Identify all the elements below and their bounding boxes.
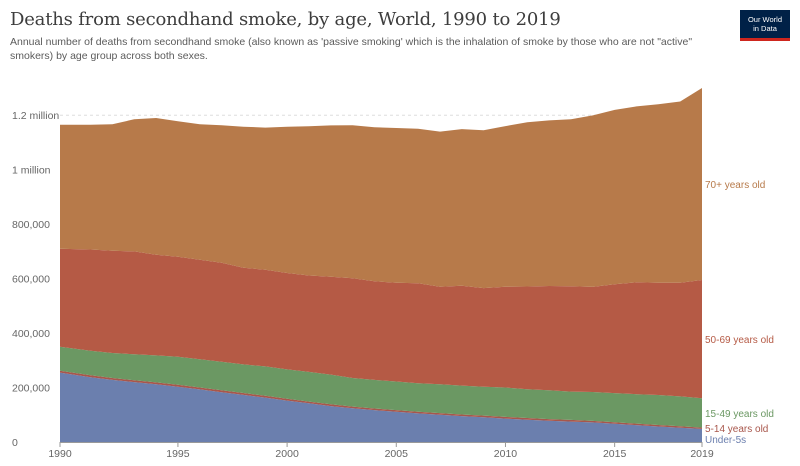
logo-line-2: in Data	[753, 24, 777, 33]
y-tick-label: 600,000	[12, 274, 50, 286]
label-under-5s: Under-5s	[705, 435, 746, 446]
axes: 0 200,000 400,000 600,000 800,000 1 million 1.…	[12, 110, 714, 460]
label-50-69-years-old: 50-69 years old	[705, 335, 774, 346]
y-tick-label: 0	[12, 437, 18, 449]
area-50-69-years-old[interactable]	[60, 248, 702, 399]
y-tick-label: 200,000	[12, 383, 50, 395]
x-tick-label: 1990	[48, 448, 72, 460]
chart-subtitle: Annual number of deaths from secondhand …	[10, 36, 693, 62]
area-70-years-old[interactable]	[60, 88, 702, 289]
x-tick-label: 1995	[166, 448, 190, 460]
x-tick-label: 2000	[275, 448, 299, 460]
area-series[interactable]	[60, 88, 702, 442]
chart-title: Deaths from secondhand smoke, by age, Wo…	[10, 9, 561, 30]
label-70-years-old: 70+ years old	[705, 180, 765, 191]
series-labels: 70+ years old 50-69 years old 15-49 years …	[705, 180, 774, 446]
area-under-5s[interactable]	[60, 372, 702, 442]
owid-logo[interactable]: Our World in Data	[740, 10, 790, 41]
area-15-49-years-old[interactable]	[60, 346, 702, 428]
x-tick-label: 2010	[494, 448, 518, 460]
logo-line-1: Our World	[747, 15, 783, 24]
y-tick-label: 1 million	[12, 165, 51, 177]
x-tick-label: 2019	[690, 448, 714, 460]
y-tick-label: 800,000	[12, 219, 50, 231]
y-tick-label: 1.2 million	[12, 110, 59, 122]
x-tick-label: 2015	[603, 448, 627, 460]
label-15-49-years-old: 15-49 years old	[705, 409, 774, 420]
label-5-14-years-old: 5-14 years old	[705, 424, 768, 435]
x-tick-label: 2005	[385, 448, 409, 460]
y-tick-label: 400,000	[12, 328, 50, 340]
